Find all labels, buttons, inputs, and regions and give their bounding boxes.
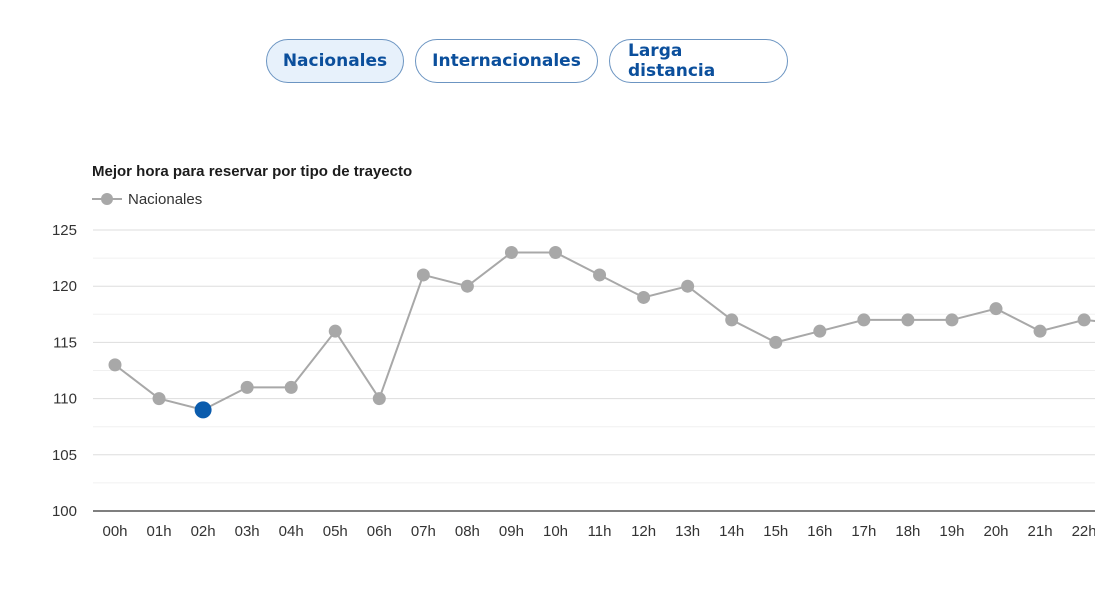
data-point [372,392,386,406]
x-tick-label: 22h [1072,523,1095,540]
x-tick-label: 04h [279,523,304,540]
data-point [416,268,430,282]
x-tick-label: 15h [763,523,788,540]
x-tick-label: 14h [719,523,744,540]
x-tick-label: 05h [323,523,348,540]
y-tick-label: 125 [52,222,77,239]
data-point [108,358,122,372]
data-point [1077,313,1091,327]
data-point [637,290,651,304]
x-tick-label: 10h [543,523,568,540]
tab-internacionales[interactable]: Internacionales [415,39,598,83]
x-tick-label: 16h [807,523,832,540]
x-tick-label: 20h [983,523,1008,540]
data-point [725,313,739,327]
x-tick-label: 12h [631,523,656,540]
x-tick-label: 19h [939,523,964,540]
x-tick-label: 13h [675,523,700,540]
data-point [549,245,562,259]
data-point [901,313,915,327]
x-tick-label: 21h [1028,523,1053,540]
route-type-tabs: Nacionales Internacionales Larga distanc… [266,39,788,83]
data-point [504,245,518,259]
data-point [989,302,1003,316]
x-tick-label: 08h [455,523,480,540]
legend-marker-icon [92,193,122,205]
data-point [593,268,607,282]
y-tick-label: 110 [53,391,77,408]
x-tick-label: 09h [499,523,524,540]
x-tick-label: 03h [235,523,260,540]
x-tick-label: 01h [147,523,172,540]
x-tick-label: 17h [851,523,876,540]
legend-label: Nacionales [128,190,203,208]
x-tick-label: 18h [895,523,920,540]
chart-title: Mejor hora para reservar por tipo de tra… [92,163,413,180]
data-point-highlighted [194,401,212,419]
data-point [328,324,342,338]
series-line [114,251,1095,411]
data-point [813,324,827,338]
data-point [460,279,474,293]
y-tick-label: 115 [53,334,77,351]
data-point [1033,324,1047,338]
y-tick-label: 120 [52,278,77,295]
data-point [769,335,783,349]
data-point [945,313,959,327]
x-tick-label: 06h [367,523,392,540]
tab-larga-distancia[interactable]: Larga distancia [609,39,788,83]
y-tick-label: 105 [52,447,77,464]
chart-legend[interactable]: Nacionales [92,189,202,209]
data-point [857,313,871,327]
data-point [681,279,695,293]
y-tick-label: 100 [52,503,77,520]
data-point [284,380,298,394]
x-tick-label: 11h [588,523,612,540]
tab-nacionales[interactable]: Nacionales [266,39,404,83]
data-point [240,380,254,394]
x-tick-label: 02h [191,523,216,540]
x-tick-label: 07h [411,523,436,540]
x-tick-label: 00h [102,523,127,540]
data-point [152,392,166,406]
